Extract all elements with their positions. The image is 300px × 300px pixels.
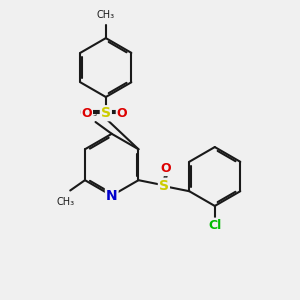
Text: CH₃: CH₃ <box>97 10 115 20</box>
Text: S: S <box>101 106 111 120</box>
Text: N: N <box>106 189 118 202</box>
Text: O: O <box>117 107 127 120</box>
Text: CH₃: CH₃ <box>57 197 75 207</box>
Text: O: O <box>81 107 92 120</box>
Text: CH₃: CH₃ <box>79 108 97 118</box>
Text: Cl: Cl <box>208 219 221 232</box>
Text: O: O <box>160 162 171 175</box>
Text: S: S <box>159 179 169 193</box>
